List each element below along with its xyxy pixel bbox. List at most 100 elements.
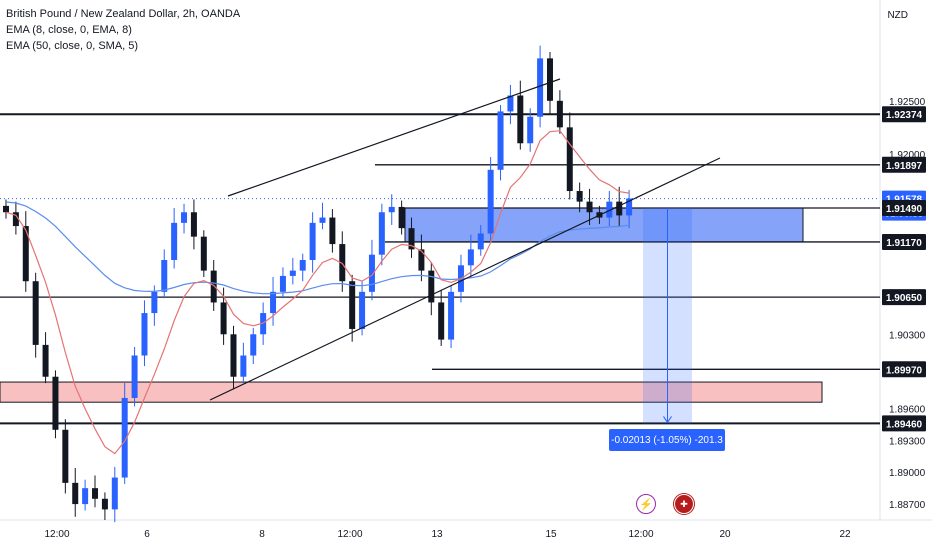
price-level-badge (882, 200, 926, 216)
candle[interactable] (368, 254, 375, 292)
price-level-label: 1.91170 (886, 238, 922, 249)
currency-label: NZD (887, 10, 908, 21)
candle[interactable] (240, 355, 247, 377)
candle[interactable] (339, 244, 346, 282)
candle[interactable] (576, 191, 583, 202)
candle[interactable] (52, 376, 59, 430)
price-level-label: 1.89970 (886, 365, 923, 376)
candle[interactable] (181, 212, 188, 223)
candle[interactable] (606, 201, 613, 218)
trend-channel-line[interactable] (209, 157, 721, 401)
candle[interactable] (428, 270, 435, 303)
time-tick-label: 12:00 (44, 529, 69, 540)
candle[interactable] (121, 397, 128, 478)
candle[interactable] (497, 111, 504, 170)
time-tick-label: 8 (259, 529, 265, 540)
candle[interactable] (527, 116, 534, 144)
ema-50-legend[interactable]: EMA (50, close, 0, SMA, 5) (6, 40, 139, 52)
price-tick-label: 1.88700 (889, 500, 926, 511)
candle[interactable] (161, 260, 168, 292)
candle[interactable] (250, 334, 257, 356)
candle[interactable] (82, 488, 89, 505)
candle[interactable] (586, 201, 593, 213)
time-tick-label: 12:00 (337, 529, 362, 540)
ema-50-line (5, 201, 630, 295)
candle[interactable] (32, 281, 39, 345)
candle[interactable] (210, 270, 217, 303)
price-tick-label: 1.92500 (889, 97, 926, 108)
candle[interactable] (349, 281, 356, 329)
candle[interactable] (260, 313, 267, 335)
candle[interactable] (517, 95, 524, 144)
candle[interactable] (151, 291, 158, 314)
price-level-label: 1.89460 (886, 419, 923, 430)
candle[interactable] (408, 228, 415, 250)
time-tick-label: 13 (431, 529, 443, 540)
candle[interactable] (141, 313, 148, 356)
ema-8-line (5, 130, 630, 455)
candle[interactable] (289, 270, 296, 276)
candle[interactable] (190, 212, 197, 237)
candle[interactable] (3, 205, 9, 213)
candle[interactable] (507, 95, 514, 112)
candle[interactable] (299, 260, 306, 271)
candle[interactable] (220, 302, 227, 335)
candle[interactable] (626, 198, 633, 216)
price-tick-label: 1.89000 (889, 468, 926, 479)
candle[interactable] (378, 212, 385, 255)
candle[interactable] (556, 100, 563, 128)
candle[interactable] (230, 334, 237, 377)
time-tick-label: 12:00 (628, 529, 653, 540)
price-level-label: 1.92374 (886, 110, 923, 121)
price-level-badge (882, 289, 926, 306)
time-tick-label: 6 (144, 529, 150, 540)
price-tick-label: 1.89300 (889, 436, 926, 447)
time-tick-label: 15 (545, 529, 557, 540)
candle[interactable] (566, 127, 573, 192)
time-tick-label: 20 (719, 529, 731, 540)
candle[interactable] (467, 249, 474, 266)
candle[interactable] (171, 222, 178, 260)
candle[interactable] (418, 249, 425, 271)
candle[interactable] (359, 291, 366, 329)
candle[interactable] (398, 206, 405, 229)
price-level-label: 1.91897 (886, 161, 923, 172)
uk-flag-icon[interactable]: ✚ (674, 494, 694, 514)
candle[interactable] (62, 429, 69, 483)
ema-8-legend[interactable]: EMA (8, close, 0, EMA, 8) (6, 24, 132, 36)
candle[interactable] (42, 344, 49, 377)
candle[interactable] (487, 169, 494, 234)
candle[interactable] (319, 217, 326, 223)
price-level-badge (882, 361, 926, 378)
candle[interactable] (92, 488, 99, 499)
price-level-label: 1.90650 (886, 293, 923, 304)
candle[interactable] (537, 58, 544, 117)
candle[interactable] (111, 477, 118, 510)
candle[interactable] (72, 482, 79, 505)
trend-channel-line[interactable] (227, 78, 561, 197)
candle[interactable] (200, 236, 207, 271)
candle[interactable] (101, 498, 108, 510)
price-level-badge (882, 415, 926, 432)
candle[interactable] (616, 201, 623, 216)
price-level-label: 1.91490 (886, 204, 923, 215)
candle[interactable] (309, 222, 316, 260)
red-zone[interactable] (0, 381, 823, 403)
candle[interactable] (448, 291, 455, 340)
candle[interactable] (546, 58, 553, 101)
chart-legend: British Pound / New Zealand Dollar, 2h, … (6, 6, 240, 54)
candle[interactable] (131, 355, 138, 398)
candle[interactable] (438, 302, 445, 340)
candle[interactable] (22, 226, 29, 282)
candle[interactable] (279, 275, 286, 292)
candle[interactable] (477, 233, 484, 250)
symbol-title[interactable]: British Pound / New Zealand Dollar, 2h, … (6, 8, 241, 20)
candle[interactable] (270, 291, 277, 314)
lightning-icon[interactable]: ⚡ (636, 494, 656, 514)
candle[interactable] (388, 206, 395, 213)
time-tick-label: 22 (839, 529, 851, 540)
candle[interactable] (329, 217, 336, 245)
candle[interactable] (12, 212, 19, 227)
